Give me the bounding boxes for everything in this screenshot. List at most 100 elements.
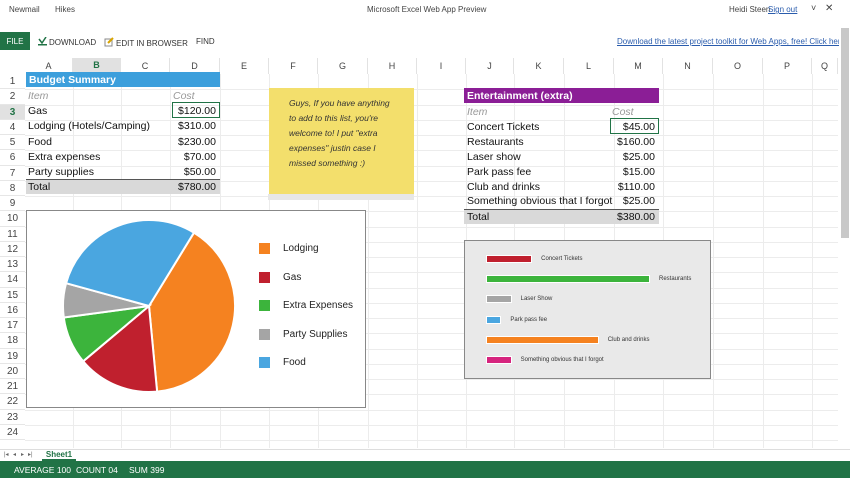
row-header-4[interactable]: 4 (0, 119, 25, 135)
row-header-2[interactable]: 2 (0, 89, 25, 105)
entertainment-item-cost[interactable]: $45.00 (622, 121, 655, 133)
row-header-22[interactable]: 22 (0, 394, 25, 410)
row-header-18[interactable]: 18 (0, 333, 25, 349)
column-header-l[interactable]: L (564, 58, 614, 74)
entertainment-item-cost[interactable]: $110.00 (617, 181, 655, 193)
entertainment-item-cost[interactable]: $160.00 (617, 136, 655, 148)
column-header-i[interactable]: I (417, 58, 466, 74)
budget-pie-chart[interactable]: Lodging Gas Extra Expenses Party Supplies Fo… (26, 210, 366, 408)
entertainment-bar-chart[interactable]: Concert Tickets Restaurants Laser Show Park… (464, 240, 711, 379)
column-header-g[interactable]: G (318, 58, 368, 74)
column-header-a[interactable]: A (25, 58, 73, 74)
entertainment-item-name[interactable]: Park pass fee (467, 166, 532, 178)
budget-total-label[interactable]: Total (28, 181, 51, 193)
download-button[interactable]: DOWNLOAD (38, 36, 96, 47)
first-sheet-button[interactable]: |◂ (4, 452, 9, 458)
edit-in-browser-button[interactable]: EDIT IN BROWSER (104, 37, 188, 48)
find-button[interactable]: FIND (196, 37, 215, 46)
column-header-d[interactable]: D (170, 58, 220, 74)
column-header-k[interactable]: K (514, 58, 564, 74)
row-header-24[interactable]: 24 (0, 424, 25, 440)
column-header-o[interactable]: O (713, 58, 763, 74)
row-header-21[interactable]: 21 (0, 379, 25, 395)
budget-summary-header[interactable]: Budget Summary (26, 72, 220, 87)
row-header-12[interactable]: 12 (0, 241, 25, 257)
column-header-c[interactable]: C (121, 58, 170, 74)
row-header-8[interactable]: 8 (0, 180, 25, 196)
row-header-1[interactable]: 1 (0, 74, 25, 90)
entertainment-item-cost[interactable]: $25.00 (622, 151, 655, 163)
budget-item-name[interactable]: Gas (28, 105, 48, 117)
row-header-14[interactable]: 14 (0, 272, 25, 288)
row-header-9[interactable]: 9 (0, 196, 25, 212)
budget-item-name[interactable]: Food (28, 135, 52, 148)
sticky-note[interactable]: Guys, If you have anything to add to thi… (269, 88, 414, 194)
row-header-19[interactable]: 19 (0, 348, 25, 364)
budget-cost-label[interactable]: Cost (173, 90, 195, 102)
column-header-f[interactable]: F (269, 58, 318, 74)
row-header-15[interactable]: 15 (0, 287, 25, 303)
last-sheet-button[interactable]: ▸| (28, 452, 33, 458)
entertainment-selected-cell[interactable] (610, 118, 659, 134)
budget-item-cost[interactable]: $50.00 (183, 166, 216, 178)
bar-laser-show[interactable] (486, 295, 512, 304)
column-header-n[interactable]: N (663, 58, 713, 74)
column-header-j[interactable]: J (466, 58, 514, 74)
tab-hikes[interactable]: Hikes (55, 5, 76, 14)
next-sheet-button[interactable]: ▸ (21, 452, 25, 458)
entertainment-item-name[interactable]: Restaurants (467, 136, 524, 148)
entertainment-cost-label[interactable]: Cost (612, 106, 634, 118)
entertainment-item-name[interactable]: Club and drinks (467, 181, 540, 193)
file-button[interactable]: FILE (0, 32, 30, 50)
scrollbar-thumb[interactable] (841, 28, 849, 238)
pie-slice-gas[interactable] (81, 304, 159, 393)
entertainment-header[interactable]: Entertainment (extra) (464, 88, 659, 103)
entertainment-total-label[interactable]: Total (467, 211, 490, 223)
active-cell-selection[interactable] (172, 102, 220, 118)
prev-sheet-button[interactable]: ◂ (13, 452, 17, 458)
row-header-20[interactable]: 20 (0, 363, 25, 379)
pie-slice-food[interactable] (64, 219, 196, 308)
budget-item-cost[interactable]: $70.00 (183, 150, 216, 163)
bar-club-and-drinks[interactable] (486, 335, 599, 344)
bar-park-pass-fee[interactable] (486, 315, 502, 324)
row-header-23[interactable]: 23 (0, 409, 25, 425)
row-header-17[interactable]: 17 (0, 318, 25, 334)
bar-something-obvious-that-i-forgot[interactable] (486, 356, 512, 364)
tab-sheet1[interactable]: Sheet1 (42, 450, 76, 461)
column-header-h[interactable]: H (368, 58, 417, 74)
budget-item-cost[interactable]: $310.00 (178, 120, 216, 133)
user-name[interactable]: Heidi Steen (729, 5, 771, 14)
entertainment-item-name[interactable]: Something obvious that I forgot (467, 195, 613, 207)
column-header-m[interactable]: M (614, 58, 663, 74)
bar-concert-tickets[interactable] (486, 255, 533, 263)
row-header-10[interactable]: 10 (0, 211, 25, 227)
column-header-q[interactable]: Q (812, 58, 838, 74)
entertainment-item-cost[interactable]: $25.00 (622, 195, 655, 207)
row-header-13[interactable]: 13 (0, 257, 25, 273)
entertainment-item-name[interactable]: Laser show (467, 151, 521, 163)
bar-restaurants[interactable] (486, 275, 650, 284)
entertainment-total-value[interactable]: $380.00 (617, 211, 655, 223)
budget-total-value[interactable]: $780.00 (178, 181, 216, 193)
budget-item-name[interactable]: Party supplies (28, 166, 94, 178)
close-icon[interactable]: ✕ (825, 3, 834, 14)
toolkit-link[interactable]: Download the latest project toolkit for … (617, 37, 845, 46)
column-header-e[interactable]: E (220, 58, 269, 74)
column-header-p[interactable]: P (763, 58, 812, 74)
row-header-16[interactable]: 16 (0, 302, 25, 318)
chevron-down-icon[interactable]: ˅ (811, 3, 817, 13)
budget-item-label[interactable]: Item (28, 90, 49, 102)
row-header-6[interactable]: 6 (0, 150, 25, 166)
row-header-3[interactable]: 3 (0, 104, 25, 120)
row-header-5[interactable]: 5 (0, 135, 25, 151)
tab-newmail[interactable]: Newmail (9, 5, 40, 14)
entertainment-item-cost[interactable]: $15.00 (622, 166, 655, 178)
row-header-7[interactable]: 7 (0, 165, 25, 181)
row-header-11[interactable]: 11 (0, 226, 25, 242)
budget-item-cost[interactable]: $230.00 (178, 135, 216, 148)
budget-item-name[interactable]: Lodging (Hotels/Camping) (28, 120, 150, 133)
entertainment-item-label[interactable]: Item (467, 106, 488, 118)
budget-item-name[interactable]: Extra expenses (28, 150, 101, 163)
